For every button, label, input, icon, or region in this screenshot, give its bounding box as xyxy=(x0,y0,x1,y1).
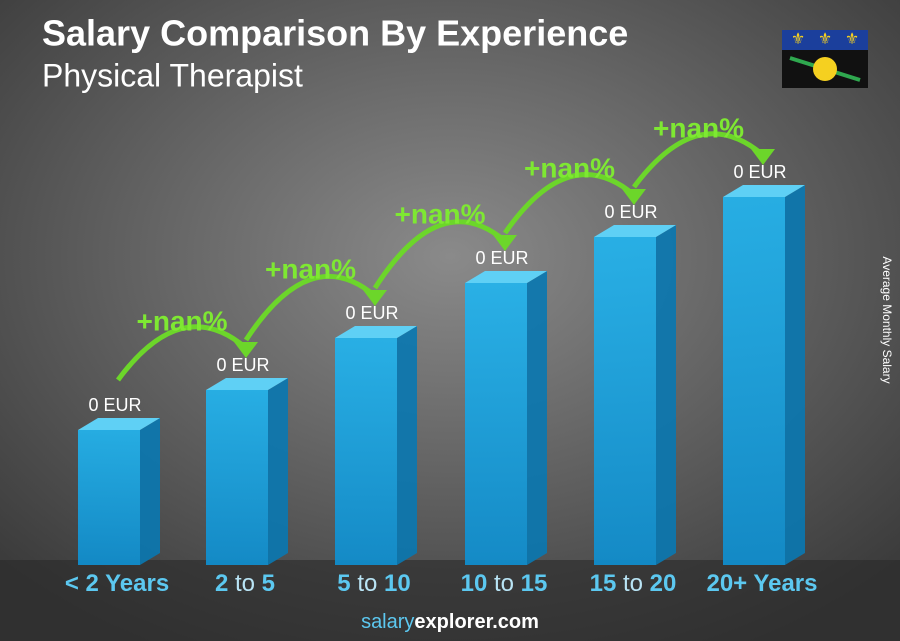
category-part: to xyxy=(494,570,521,597)
value-label: 0 EUR xyxy=(216,355,269,375)
category-label: 5 to 10 xyxy=(337,570,410,597)
value-label: 0 EUR xyxy=(604,202,657,222)
bar-front xyxy=(594,237,656,565)
subtitle: Physical Therapist xyxy=(42,57,303,93)
category-label: 20+ Years xyxy=(706,570,817,597)
change-arrow xyxy=(372,219,507,290)
footer-band xyxy=(0,560,900,641)
footer-part: salary xyxy=(361,611,414,633)
category-label: 10 to 15 xyxy=(461,570,548,597)
change-arrow xyxy=(115,324,248,382)
change-label: +nan% xyxy=(136,305,227,336)
category-part: < 2 Years xyxy=(65,570,169,597)
bar-top xyxy=(723,185,805,197)
svg-text:⚜: ⚜ xyxy=(818,31,832,48)
footer-part: explorer.com xyxy=(414,611,539,633)
category-part: to xyxy=(623,570,650,597)
svg-text:⚜: ⚜ xyxy=(845,31,859,48)
arrow-head xyxy=(751,149,775,165)
category-label: 2 to 5 xyxy=(215,570,275,597)
change-arrow xyxy=(243,273,377,342)
bar-side xyxy=(785,185,805,565)
value-label: 0 EUR xyxy=(733,162,786,182)
bar-front xyxy=(335,338,397,565)
bar-front xyxy=(78,430,140,565)
category-part: 15 xyxy=(521,570,548,597)
category-part: 10 xyxy=(384,570,411,597)
category-part: 5 xyxy=(337,570,357,597)
category-part: 20+ Years xyxy=(706,570,817,597)
category-part: to xyxy=(357,570,384,597)
bar-side xyxy=(140,418,160,565)
bar-front xyxy=(465,283,527,565)
category-label: < 2 Years xyxy=(65,570,169,597)
bar-front xyxy=(206,390,268,565)
svg-text:⚜: ⚜ xyxy=(791,31,805,48)
value-label: 0 EUR xyxy=(345,303,398,323)
category-part: to xyxy=(235,570,262,597)
axis-label: Average Monthly Salary xyxy=(880,256,894,383)
bar-side xyxy=(268,378,288,565)
value-label: 0 EUR xyxy=(88,395,141,415)
change-label: +nan% xyxy=(524,152,615,183)
change-label: +nan% xyxy=(394,198,485,229)
bar-top xyxy=(78,418,160,430)
category-part: 5 xyxy=(262,570,275,597)
bar-side xyxy=(656,225,676,565)
bar-top xyxy=(335,326,417,338)
flag: ⚜ ⚜ ⚜ xyxy=(782,30,868,88)
bar-front xyxy=(723,197,785,565)
change-arrow xyxy=(631,131,765,189)
change-label: +nan% xyxy=(653,112,744,143)
value-label: 0 EUR xyxy=(475,248,528,268)
arrow-head xyxy=(234,342,258,358)
title: Salary Comparison By Experience xyxy=(42,13,628,54)
category-part: 15 xyxy=(590,570,623,597)
change-arrow xyxy=(502,172,636,235)
arrow-head xyxy=(622,189,646,205)
category-part: 2 xyxy=(215,570,235,597)
change-label: +nan% xyxy=(265,253,356,284)
arrow-head xyxy=(363,290,387,306)
arrow-head xyxy=(493,235,517,251)
category-part: 10 xyxy=(461,570,494,597)
bar-side xyxy=(527,271,547,565)
bar-top xyxy=(594,225,676,237)
bar-top xyxy=(465,271,547,283)
bar-side xyxy=(397,326,417,565)
footer: salaryexplorer.com xyxy=(361,611,539,633)
bar-top xyxy=(206,378,288,390)
category-part: 20 xyxy=(650,570,677,597)
category-label: 15 to 20 xyxy=(590,570,677,597)
